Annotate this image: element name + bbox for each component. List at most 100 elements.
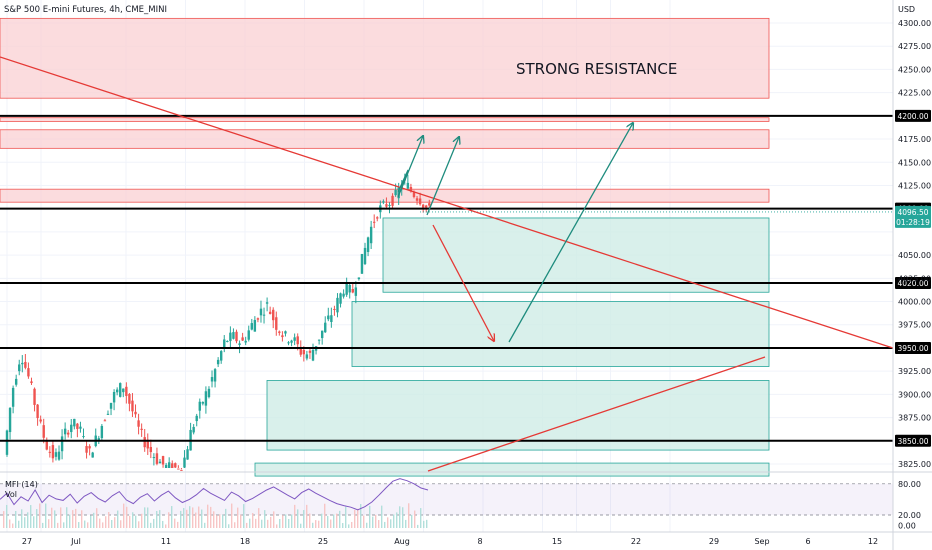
candle-body [275,317,278,330]
volume-bar [39,503,41,528]
volume-bar [180,510,182,528]
volume-bar [24,517,26,528]
candle-body [360,254,364,274]
volume-bar [339,510,341,528]
volume-bar [402,507,404,528]
volume-bar [111,519,113,528]
volume-bar [87,522,89,528]
time-tick-label: Sep [754,537,769,546]
volume-bar [375,514,377,528]
candle-body [45,441,48,450]
candle-body [421,204,425,208]
candle-body [39,419,42,422]
projection-arrow-up [508,123,633,343]
mfi-tick-label: 0.00 [898,521,916,530]
volume-bar [258,508,260,528]
volume-bar [48,519,50,528]
volume-bar [57,522,59,528]
candle-body [373,221,376,223]
volume-bar [414,510,416,528]
candle-body [161,456,165,465]
candle-body [195,415,198,422]
candle-body [232,332,235,339]
candle-body [324,322,327,333]
candle-body [106,413,110,415]
volume-bar [405,519,407,528]
volume-bar [3,511,5,528]
volume-bar [261,519,263,528]
volume-bar [156,510,158,528]
strong-resistance-annotation: STRONG RESISTANCE [516,60,677,78]
candle-body [198,401,201,411]
key-level-label: 3850.00 [897,437,928,446]
candle-body [220,351,223,361]
candle-body [327,315,330,320]
volume-bar [81,510,83,528]
volume-bar [162,520,164,528]
volume-bar [384,521,386,528]
price-tick-label: 3975.00 [898,321,931,330]
mfi-tick-label: 20.00 [898,511,921,520]
candle-body [164,464,168,468]
volume-bar [309,513,311,528]
volume-bar [420,508,422,528]
projection-arrow-short-2 [426,137,459,216]
volume-bar [273,511,275,528]
volume-bar [186,509,188,528]
volume-bar [276,524,278,528]
volume-bar [315,520,317,528]
volume-bar [12,523,14,528]
resistance-zone [0,17,770,99]
price-tick-label: 4150.00 [898,158,931,167]
candle-body [21,362,24,365]
candle-body [36,404,39,419]
time-axis[interactable]: 27 Jul 11 18 25 Aug 8 15 22 29 Sep 6 12 [0,531,932,546]
candle-body [382,201,385,203]
volume-bar [69,514,71,528]
candle-body [296,336,299,345]
candle-body [415,198,419,201]
horizontal-levels: 4200.004100.004020.003950.003850.004096.… [0,109,931,447]
volume-bar [237,507,239,528]
volume-bar [387,517,389,528]
volume-bar [18,520,20,528]
currency-label: USD [898,5,915,14]
volume-bar [129,515,131,528]
projection-arrow-short-1 [397,136,423,198]
candle-body [14,378,18,385]
volume-bar [153,518,155,528]
volume-bar [213,511,215,528]
volume-bar [135,515,137,528]
candle-body [348,284,351,293]
volume-bar [96,508,98,528]
candle-body [339,293,342,304]
volume-bar [138,521,140,528]
price-axis[interactable]: 3825.00 3875.00 3900.00 3925.00 3975.00 4000.… [892,0,931,550]
volume-bar [366,522,368,528]
volume-bar [255,518,257,528]
candle-body [57,451,61,460]
candle-body [88,446,91,449]
candle-body [317,339,321,341]
time-tick-label: 15 [552,537,562,546]
candle-body [244,340,247,343]
candle-body [293,337,296,341]
candle-body [134,411,137,415]
candle-body [167,462,171,468]
volume-bar [378,520,380,528]
candle-body [287,342,290,344]
current-price-badge [895,205,931,228]
volume-bar [102,522,104,528]
key-level-label: 4020.00 [897,279,928,288]
candle-body [70,424,73,433]
candle-body [412,192,416,197]
volume-bar [54,510,56,528]
candle-body [48,451,52,453]
candle-body [357,277,361,280]
support-zone [266,380,770,451]
volume-bar [123,503,125,528]
volume-bar [33,516,35,528]
volume-bar [66,507,68,528]
candle-body [226,340,229,342]
